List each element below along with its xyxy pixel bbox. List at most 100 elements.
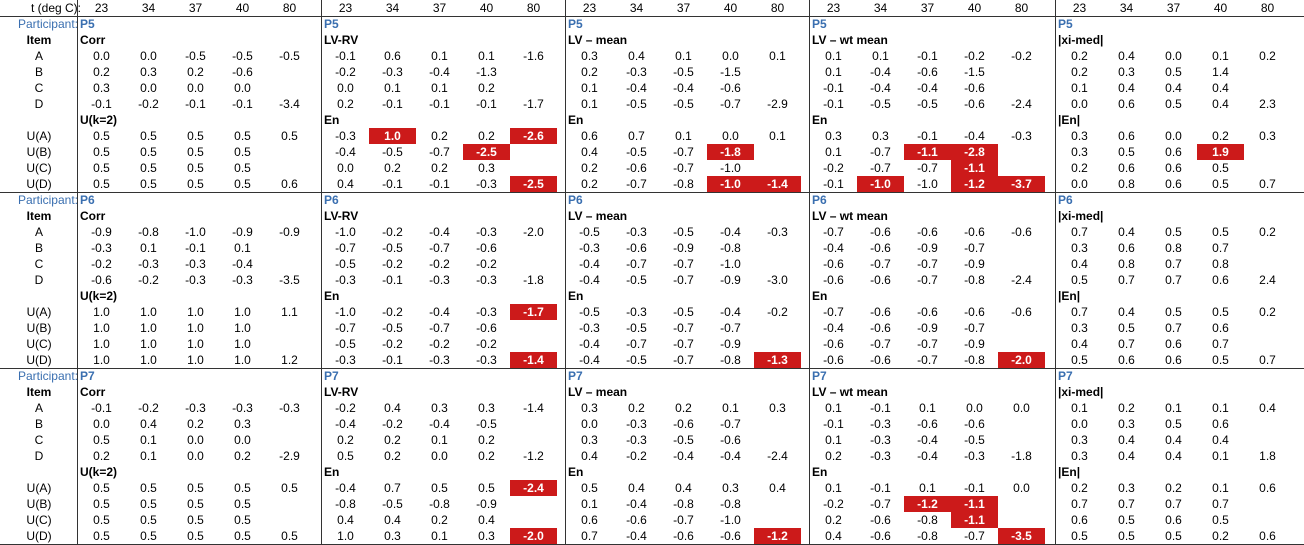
value-cell: 0.7 <box>1165 273 1182 287</box>
value-cell: 0.5 <box>93 161 110 175</box>
value-cell: 0.4 <box>628 49 645 63</box>
item-label: B <box>34 417 43 431</box>
value-cell: -0.3 <box>964 449 985 463</box>
value-cell: -0.6 <box>964 97 985 111</box>
value-cell: -0.6 <box>870 321 891 335</box>
value-cell: 0.6 <box>1165 513 1182 527</box>
value-cell: -0.6 <box>476 241 497 255</box>
value-cell: 0.4 <box>337 177 354 191</box>
value-cell: 0.7 <box>1071 305 1088 319</box>
value-cell: 0.2 <box>1071 161 1088 175</box>
value-cell: 0.1 <box>431 49 448 63</box>
participant-id: P5 <box>812 17 827 31</box>
flagged-value-cell: -1.4 <box>510 352 557 368</box>
value-cell: 0.2 <box>384 449 401 463</box>
value-cell: 0.3 <box>478 161 495 175</box>
value-cell: -1.4 <box>523 401 544 415</box>
value-cell: -0.7 <box>720 321 741 335</box>
value-cell: 0.5 <box>1212 353 1229 367</box>
column-rule <box>1055 0 1056 545</box>
flagged-value-cell: 1.0 <box>369 128 416 144</box>
value-cell: 1.4 <box>1212 65 1229 79</box>
sub-section-name: En <box>324 289 340 303</box>
value-cell: -0.1 <box>823 97 844 111</box>
value-cell: -0.8 <box>720 353 741 367</box>
value-cell: -0.2 <box>476 257 497 271</box>
temperature-header-cell: 37 <box>1166 1 1181 15</box>
value-cell: 0.7 <box>1118 337 1135 351</box>
value-cell: -1.7 <box>523 97 544 111</box>
value-cell: -0.3 <box>767 225 788 239</box>
value-cell: 2.3 <box>1259 97 1276 111</box>
value-cell: -0.2 <box>429 337 450 351</box>
flagged-value-cell: 1.9 <box>1197 144 1244 160</box>
value-cell: -0.3 <box>626 65 647 79</box>
value-cell: -0.5 <box>626 145 647 159</box>
item-label: C <box>34 433 44 447</box>
value-cell: 0.5 <box>187 497 204 511</box>
value-cell: 0.3 <box>1071 241 1088 255</box>
temperature-header-cell: 34 <box>141 1 156 15</box>
item-label: C <box>34 257 44 271</box>
value-cell: 0.1 <box>872 49 889 63</box>
value-cell: -0.9 <box>964 257 985 271</box>
temperature-header-cell: 23 <box>338 1 353 15</box>
temperature-header-cell: 34 <box>1119 1 1134 15</box>
value-cell: 0.6 <box>1165 353 1182 367</box>
temperature-header-cell: 23 <box>94 1 109 15</box>
value-cell: 0.5 <box>93 497 110 511</box>
section-name: |xi-med| <box>1058 385 1104 399</box>
sub-section-name: En <box>812 113 828 127</box>
value-cell: -0.6 <box>720 433 741 447</box>
value-cell: 0.7 <box>1071 497 1088 511</box>
value-cell: 0.5 <box>93 513 110 527</box>
flagged-value-cell: -1.2 <box>951 176 998 192</box>
value-cell: -1.2 <box>523 449 544 463</box>
value-cell: 1.8 <box>1259 449 1276 463</box>
value-cell: -0.5 <box>964 433 985 447</box>
value-cell: -0.7 <box>673 273 694 287</box>
value-cell: 1.0 <box>234 337 251 351</box>
flagged-value-cell: -2.5 <box>463 144 510 160</box>
value-cell: -0.9 <box>964 337 985 351</box>
value-cell: -2.9 <box>767 97 788 111</box>
value-cell: 0.5 <box>187 161 204 175</box>
value-cell: -0.8 <box>720 497 741 511</box>
value-cell: -0.3 <box>579 241 600 255</box>
value-cell: -0.2 <box>382 257 403 271</box>
value-cell: 0.1 <box>1071 81 1088 95</box>
value-cell: -0.2 <box>823 161 844 175</box>
value-cell: 0.2 <box>1212 129 1229 143</box>
participant-id: P6 <box>80 193 95 207</box>
value-cell: 0.4 <box>384 401 401 415</box>
temperature-header-cell: 40 <box>235 1 250 15</box>
value-cell: -0.5 <box>673 225 694 239</box>
value-cell: 0.5 <box>1165 417 1182 431</box>
value-cell: 0.7 <box>1118 273 1135 287</box>
value-cell: 0.6 <box>1212 273 1229 287</box>
value-cell: 0.6 <box>1212 321 1229 335</box>
value-cell: 0.7 <box>1165 497 1182 511</box>
sub-section-name: En <box>324 113 340 127</box>
value-cell: 0.2 <box>384 433 401 447</box>
value-cell: -0.7 <box>917 337 938 351</box>
value-cell: 0.5 <box>140 529 157 543</box>
value-cell: 0.5 <box>1165 97 1182 111</box>
value-cell: 0.2 <box>825 513 842 527</box>
value-cell: 0.7 <box>384 481 401 495</box>
value-cell: 0.3 <box>872 129 889 143</box>
value-cell: 0.1 <box>1212 49 1229 63</box>
value-cell: 0.7 <box>1165 257 1182 271</box>
temperature-header-cell: 40 <box>479 1 494 15</box>
value-cell: -0.5 <box>335 257 356 271</box>
value-cell: 1.0 <box>140 353 157 367</box>
value-cell: -0.4 <box>335 145 356 159</box>
value-cell: 0.3 <box>1259 129 1276 143</box>
value-cell: -0.1 <box>232 97 253 111</box>
value-cell: -0.6 <box>720 529 741 543</box>
value-cell: -0.7 <box>673 513 694 527</box>
value-cell: -0.1 <box>917 129 938 143</box>
temperature-header-cell: 80 <box>1260 1 1275 15</box>
value-cell: -0.9 <box>673 241 694 255</box>
value-cell: -0.9 <box>279 225 300 239</box>
